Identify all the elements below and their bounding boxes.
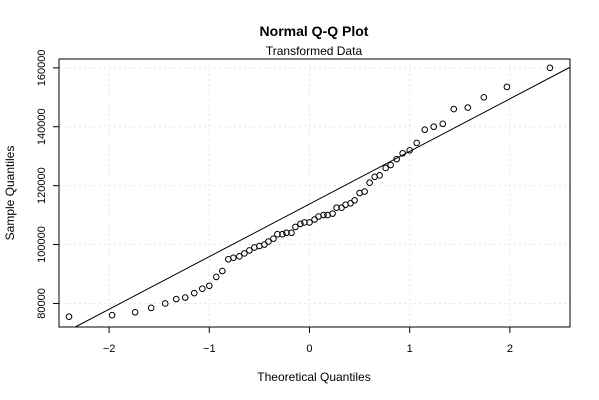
data-point (311, 216, 318, 223)
data-point (546, 64, 554, 72)
data-point (366, 179, 373, 186)
y-tick-label: 160000 (36, 49, 48, 86)
data-point (172, 295, 180, 303)
data-points (65, 64, 554, 320)
data-point (406, 146, 413, 154)
data-point (464, 104, 472, 111)
x-tick-label: 2 (507, 343, 513, 355)
data-point (320, 211, 327, 219)
data-point (265, 238, 272, 245)
data-point (190, 289, 198, 297)
data-point (421, 126, 429, 133)
data-point (301, 219, 308, 226)
x-tick-label: 1 (407, 343, 413, 355)
axes: −2 −1 0 1 2 80000 100000 120000 140000 160000 (36, 49, 513, 355)
data-point (161, 300, 169, 307)
data-point (108, 311, 116, 319)
data-point (236, 253, 243, 260)
data-point (288, 229, 295, 237)
x-tick-label: −1 (203, 343, 216, 355)
x-axis-label: Theoretical Quantiles (257, 370, 370, 384)
data-point (198, 285, 206, 293)
x-tick-label: 0 (306, 343, 312, 355)
data-point (246, 247, 253, 254)
data-point (361, 188, 368, 195)
x-tick-label: −2 (103, 343, 116, 355)
data-point (480, 93, 488, 101)
data-point (387, 161, 394, 169)
data-point (503, 83, 511, 91)
data-point (399, 149, 406, 157)
data-point (376, 172, 383, 179)
data-point (430, 123, 438, 131)
data-point (297, 220, 304, 228)
data-point (213, 273, 220, 281)
reference-line (75, 66, 571, 328)
data-point (329, 210, 336, 217)
data-point (205, 282, 213, 290)
data-point (306, 219, 313, 226)
y-tick-label: 80000 (36, 288, 48, 319)
data-point (382, 164, 389, 172)
chart-subtitle: Transformed Data (266, 44, 363, 58)
data-point (230, 254, 237, 262)
chart-title: Normal Q-Q Plot (260, 23, 369, 39)
grid (59, 59, 570, 327)
data-point (219, 267, 226, 275)
data-point (393, 155, 400, 163)
y-axis-label: Sample Quantiles (3, 146, 17, 241)
data-point (351, 197, 358, 204)
data-point (65, 313, 73, 320)
data-point (241, 250, 248, 257)
data-point (333, 204, 340, 212)
data-point (439, 120, 447, 128)
y-tick-label: 100000 (36, 226, 48, 263)
data-point (283, 229, 290, 237)
data-point (147, 304, 155, 312)
data-point (274, 230, 281, 238)
data-point (279, 230, 286, 238)
data-point (347, 200, 354, 207)
data-point (181, 294, 189, 301)
data-point (450, 105, 458, 113)
plot-frame (58, 58, 571, 328)
data-point (131, 308, 139, 316)
data-point (413, 139, 421, 147)
data-point (292, 223, 299, 231)
data-point (270, 235, 277, 242)
y-tick-label: 120000 (36, 167, 48, 204)
y-tick-label: 140000 (36, 108, 48, 145)
